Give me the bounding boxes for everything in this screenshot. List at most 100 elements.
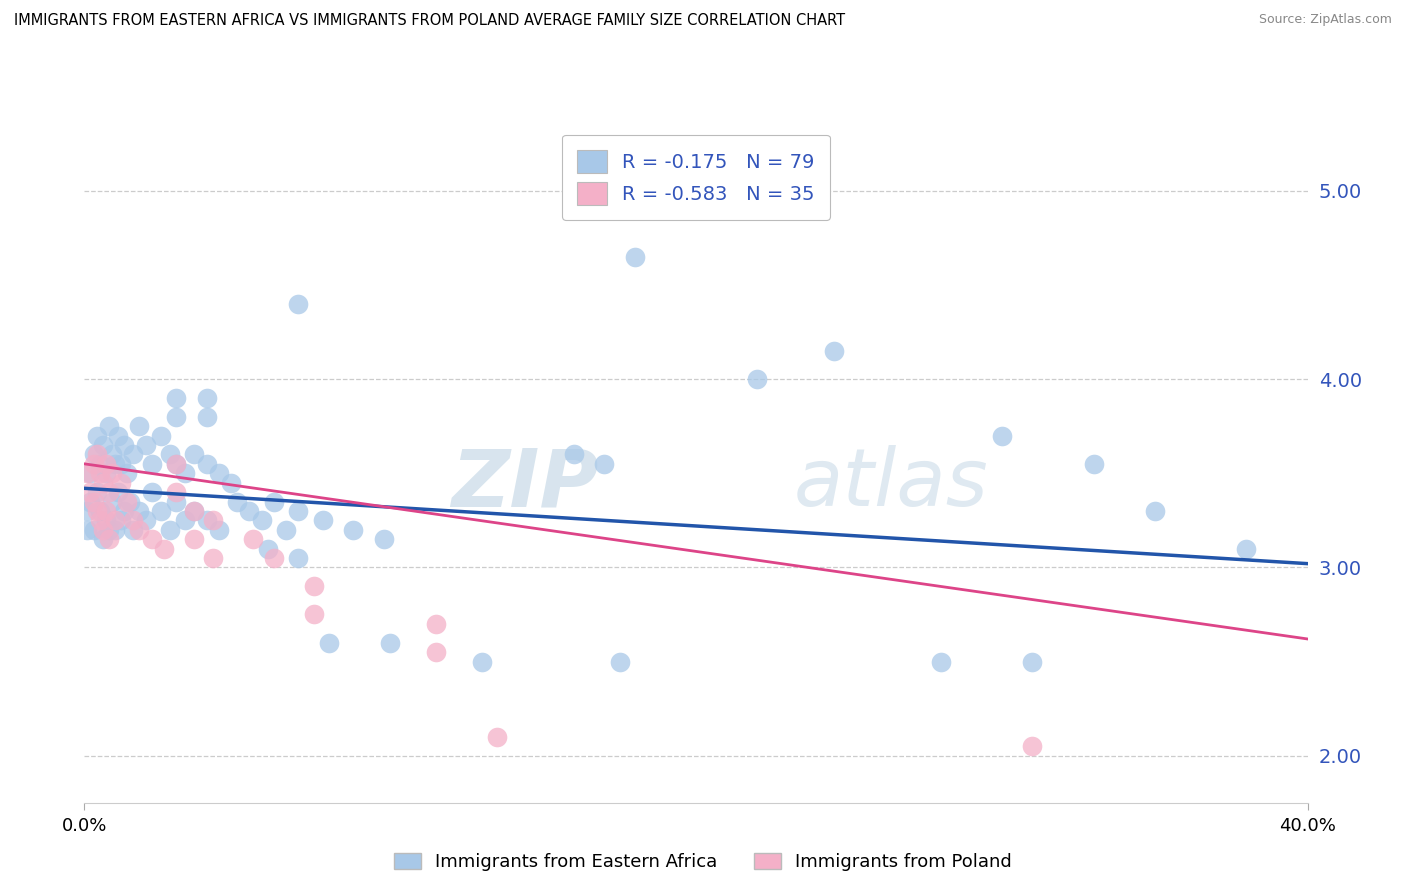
Point (79, 494, 101, 508)
Point (195, 391, 218, 405)
Point (104, 457, 127, 471)
Text: ZIP: ZIP (451, 445, 598, 524)
Point (141, 457, 163, 471)
Point (183, 447, 205, 461)
Point (302, 607, 325, 622)
Point (104, 513, 127, 527)
Point (471, 655, 494, 669)
Point (76, 504, 98, 518)
Point (122, 523, 145, 537)
Point (141, 532, 163, 546)
Point (115, 494, 138, 508)
Point (97, 419, 120, 434)
Legend: R = -0.175   N = 79, R = -0.583   N = 35: R = -0.175 N = 79, R = -0.583 N = 35 (562, 135, 830, 220)
Point (201, 551, 224, 566)
Point (110, 513, 132, 527)
Point (991, 428, 1014, 442)
Point (79, 467, 101, 481)
Point (242, 532, 264, 546)
Legend: Immigrants from Eastern Africa, Immigrants from Poland: Immigrants from Eastern Africa, Immigran… (387, 846, 1019, 879)
Point (153, 541, 176, 556)
Point (263, 494, 285, 508)
Point (115, 467, 138, 481)
Point (250, 513, 273, 527)
Text: IMMIGRANTS FROM EASTERN AFRICA VS IMMIGRANTS FROM POLAND AVERAGE FAMILY SIZE COR: IMMIGRANTS FROM EASTERN AFRICA VS IMMIGR… (14, 13, 845, 29)
Point (128, 504, 150, 518)
Point (89, 513, 111, 527)
Point (380, 636, 402, 650)
Point (101, 467, 124, 481)
Point (238, 504, 260, 518)
Point (183, 504, 205, 518)
Point (425, 645, 447, 659)
Point (141, 485, 163, 500)
Point (1143, 504, 1166, 518)
Point (195, 457, 218, 471)
Point (110, 457, 132, 471)
Point (149, 504, 172, 518)
Point (122, 447, 145, 461)
Point (165, 391, 187, 405)
Point (91, 532, 114, 546)
Point (86, 447, 108, 461)
Point (83, 494, 105, 508)
Point (1021, 739, 1043, 754)
Point (1083, 457, 1105, 471)
Point (135, 513, 157, 527)
Point (97, 532, 120, 546)
Point (83, 523, 105, 537)
Point (287, 504, 309, 518)
Point (312, 513, 335, 527)
Point (76, 467, 98, 481)
Point (1236, 541, 1258, 556)
Point (94, 504, 117, 518)
Point (165, 494, 187, 508)
Point (208, 467, 231, 481)
Point (110, 475, 132, 490)
Point (107, 428, 129, 442)
Point (302, 579, 325, 593)
Point (112, 504, 135, 518)
Point (79, 485, 101, 500)
Point (195, 409, 218, 424)
Point (94, 457, 117, 471)
Point (373, 532, 395, 546)
Point (104, 523, 127, 537)
Point (91, 438, 114, 452)
Point (287, 297, 309, 311)
Point (97, 485, 120, 500)
Point (89, 504, 111, 518)
Point (97, 523, 120, 537)
Point (91, 475, 114, 490)
Point (128, 523, 150, 537)
Point (342, 523, 364, 537)
Point (747, 372, 769, 386)
Point (823, 343, 845, 358)
Point (609, 655, 631, 669)
Point (86, 485, 108, 500)
Point (201, 513, 224, 527)
Point (174, 513, 197, 527)
Point (593, 457, 616, 471)
Point (276, 523, 298, 537)
Point (107, 485, 129, 500)
Point (425, 616, 447, 631)
Point (287, 551, 309, 566)
Point (159, 447, 181, 461)
Point (94, 467, 117, 481)
Point (208, 523, 231, 537)
Point (101, 447, 124, 461)
Point (219, 475, 242, 490)
Point (929, 655, 952, 669)
Point (486, 730, 509, 744)
Point (120, 494, 142, 508)
Point (86, 504, 108, 518)
Point (165, 457, 187, 471)
Point (183, 532, 205, 546)
Point (1021, 655, 1043, 669)
Point (94, 513, 117, 527)
Point (112, 438, 135, 452)
Point (91, 523, 114, 537)
Point (83, 447, 105, 461)
Point (226, 494, 249, 508)
